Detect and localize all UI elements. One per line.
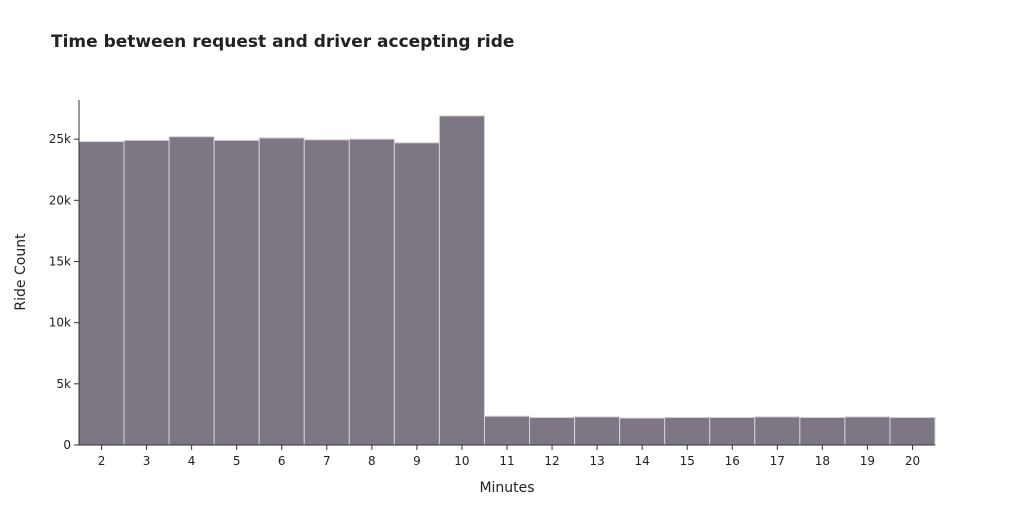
y-tick-label: 5k (56, 377, 71, 391)
bar-11 (483, 415, 531, 446)
x-tick-label: 15 (680, 454, 695, 468)
x-tick-label: 14 (635, 454, 650, 468)
bar-2 (78, 141, 125, 446)
x-tick-label: 18 (815, 454, 830, 468)
y-tick-label: 15k (49, 254, 71, 268)
bar-10 (438, 115, 485, 446)
bar-8 (348, 138, 395, 446)
x-tick-label: 6 (278, 454, 286, 468)
y-tick-label: 10k (49, 316, 71, 330)
x-tick-label: 20 (905, 454, 920, 468)
bars-group (78, 115, 936, 446)
x-tick-label: 17 (770, 454, 785, 468)
bar-13 (574, 416, 621, 446)
y-tick-label: 25k (49, 132, 71, 146)
x-tick-label: 9 (413, 454, 421, 468)
bar-3 (123, 139, 170, 446)
x-tick-label: 7 (323, 454, 331, 468)
x-axis-title: Minutes (479, 480, 534, 496)
x-tick-label: 16 (725, 454, 740, 468)
bar-5 (213, 139, 260, 446)
x-tick-label: 5 (233, 454, 241, 468)
bar-9 (393, 142, 440, 446)
bar-4 (168, 136, 215, 446)
bar-18 (799, 416, 846, 446)
x-tick-label: 13 (589, 454, 604, 468)
bar-14 (619, 417, 666, 446)
x-tick-label: 12 (544, 454, 559, 468)
x-tick-label: 19 (860, 454, 875, 468)
x-tick-label: 10 (454, 454, 469, 468)
x-tick-label: 3 (143, 454, 151, 468)
x-ticks-group: 2 3 4 5 6 7 8 9 10 11 12 13 14 15 16 17 18 19 20 (98, 445, 920, 468)
chart-title: Time between request and driver acceptin… (51, 32, 515, 52)
x-tick-label: 4 (188, 454, 196, 468)
y-ticks-group: 0 5k 10k 15k 20k 25k (49, 132, 79, 452)
y-tick-label: 20k (49, 193, 71, 207)
bar-17 (754, 416, 801, 446)
x-tick-label: 11 (499, 454, 514, 468)
bar-6 (258, 137, 305, 446)
bar-7 (303, 139, 350, 446)
bar-16 (709, 416, 756, 446)
bar-19 (844, 416, 891, 446)
bar-12 (529, 416, 576, 446)
y-tick-label: 0 (63, 438, 71, 452)
bar-15 (664, 416, 711, 446)
bar-20 (889, 416, 936, 446)
x-tick-label: 2 (98, 454, 106, 468)
x-tick-label: 8 (368, 454, 376, 468)
y-axis-title: Ride Count (13, 233, 29, 311)
